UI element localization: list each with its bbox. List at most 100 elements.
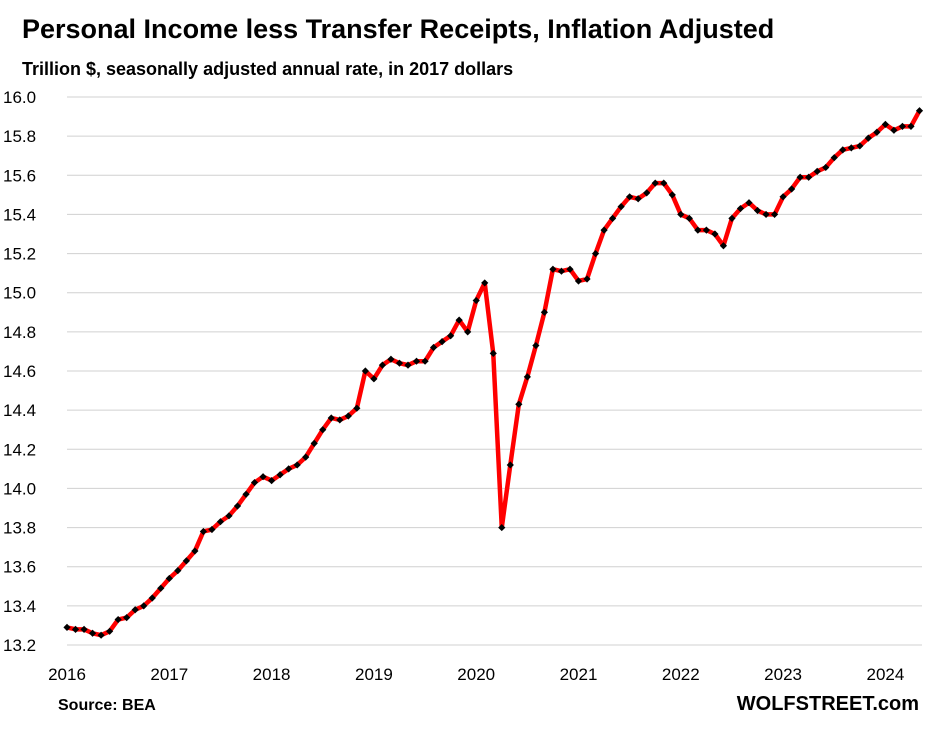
data-point bbox=[736, 204, 745, 213]
data-point bbox=[864, 134, 872, 142]
data-point bbox=[131, 606, 139, 614]
data-point bbox=[242, 490, 250, 498]
data-point bbox=[813, 167, 821, 175]
data-point bbox=[685, 214, 693, 222]
data-point bbox=[302, 453, 310, 461]
data-point bbox=[600, 226, 608, 234]
data-point bbox=[711, 230, 719, 238]
x-tick-label: 2023 bbox=[764, 665, 802, 684]
data-point bbox=[481, 279, 489, 287]
data-point bbox=[762, 210, 770, 219]
data-point bbox=[387, 355, 395, 363]
data-point bbox=[276, 471, 284, 479]
x-tick-label: 2021 bbox=[560, 665, 598, 684]
y-tick-label: 16.0 bbox=[3, 88, 36, 107]
data-point bbox=[540, 308, 548, 316]
data-point bbox=[353, 404, 361, 412]
data-point bbox=[174, 567, 182, 575]
data-point bbox=[412, 357, 421, 365]
data-point bbox=[702, 226, 710, 234]
data-point bbox=[805, 173, 813, 181]
data-point bbox=[472, 296, 480, 305]
y-tick-label: 13.8 bbox=[3, 519, 36, 538]
data-point bbox=[574, 277, 583, 285]
y-tick-label: 13.6 bbox=[3, 558, 36, 577]
data-point bbox=[779, 193, 787, 201]
data-point bbox=[830, 154, 838, 162]
data-point bbox=[208, 525, 216, 534]
data-point bbox=[63, 623, 71, 631]
data-point bbox=[455, 316, 463, 324]
data-point bbox=[898, 122, 907, 130]
source-label: Source: BEA bbox=[58, 697, 156, 714]
data-point bbox=[770, 210, 779, 219]
data-point bbox=[285, 465, 293, 473]
y-tick-label: 14.8 bbox=[3, 323, 36, 342]
data-point bbox=[71, 625, 80, 633]
data-point bbox=[336, 416, 344, 424]
data-point bbox=[438, 338, 446, 346]
data-point bbox=[395, 359, 404, 367]
data-point bbox=[310, 439, 318, 448]
data-point bbox=[225, 512, 233, 520]
data-point bbox=[464, 328, 472, 336]
data-point bbox=[907, 122, 915, 130]
data-point bbox=[694, 226, 702, 234]
data-point bbox=[165, 574, 173, 583]
x-tick-label: 2019 bbox=[355, 665, 393, 684]
y-tick-label: 14.0 bbox=[3, 479, 36, 498]
data-point bbox=[148, 594, 156, 602]
data-point bbox=[609, 214, 617, 222]
data-point bbox=[250, 478, 259, 487]
x-tick-label: 2020 bbox=[457, 665, 495, 684]
data-point bbox=[881, 120, 889, 128]
data-point bbox=[157, 584, 165, 592]
data-point bbox=[489, 349, 497, 357]
data-point bbox=[429, 343, 438, 352]
data-point bbox=[856, 142, 864, 150]
data-point bbox=[293, 461, 301, 469]
data-point bbox=[753, 206, 762, 215]
data-point bbox=[915, 107, 924, 115]
data-point bbox=[404, 361, 412, 369]
y-tick-label: 15.8 bbox=[3, 127, 36, 146]
data-point bbox=[498, 523, 506, 532]
data-point bbox=[796, 173, 804, 181]
y-tick-label: 15.2 bbox=[3, 245, 36, 264]
data-point bbox=[788, 185, 796, 193]
data-point bbox=[873, 128, 881, 136]
data-point bbox=[97, 631, 105, 639]
series-group bbox=[63, 107, 924, 639]
x-tick-label: 2016 bbox=[48, 665, 86, 684]
data-point bbox=[549, 265, 557, 273]
data-point bbox=[191, 547, 199, 555]
data-point bbox=[651, 179, 659, 187]
x-axis: 2016 2017 2018 2019 2020 2021 2022 2023 2024 bbox=[48, 665, 904, 684]
data-point bbox=[728, 214, 736, 222]
data-point bbox=[523, 373, 531, 381]
data-point bbox=[421, 357, 429, 365]
data-point bbox=[745, 199, 753, 207]
data-point bbox=[890, 126, 898, 134]
data-point bbox=[233, 502, 242, 510]
data-point bbox=[378, 361, 387, 369]
data-point bbox=[634, 195, 642, 203]
data-point bbox=[88, 629, 97, 637]
data-point bbox=[847, 144, 855, 152]
data-point bbox=[319, 426, 327, 434]
data-point bbox=[839, 146, 847, 154]
data-point bbox=[822, 163, 830, 172]
data-point bbox=[515, 400, 523, 408]
y-axis: 13.2 13.4 13.6 13.8 14.0 14.2 14.4 14.6 14.8 15.0… bbox=[3, 88, 36, 655]
data-point bbox=[140, 602, 148, 610]
data-point bbox=[80, 625, 88, 633]
data-point bbox=[216, 518, 225, 526]
data-point bbox=[268, 477, 276, 485]
data-point bbox=[123, 614, 131, 622]
data-point bbox=[617, 203, 625, 211]
data-point bbox=[719, 242, 728, 250]
data-point bbox=[591, 249, 600, 258]
y-tick-label: 14.4 bbox=[3, 401, 36, 420]
